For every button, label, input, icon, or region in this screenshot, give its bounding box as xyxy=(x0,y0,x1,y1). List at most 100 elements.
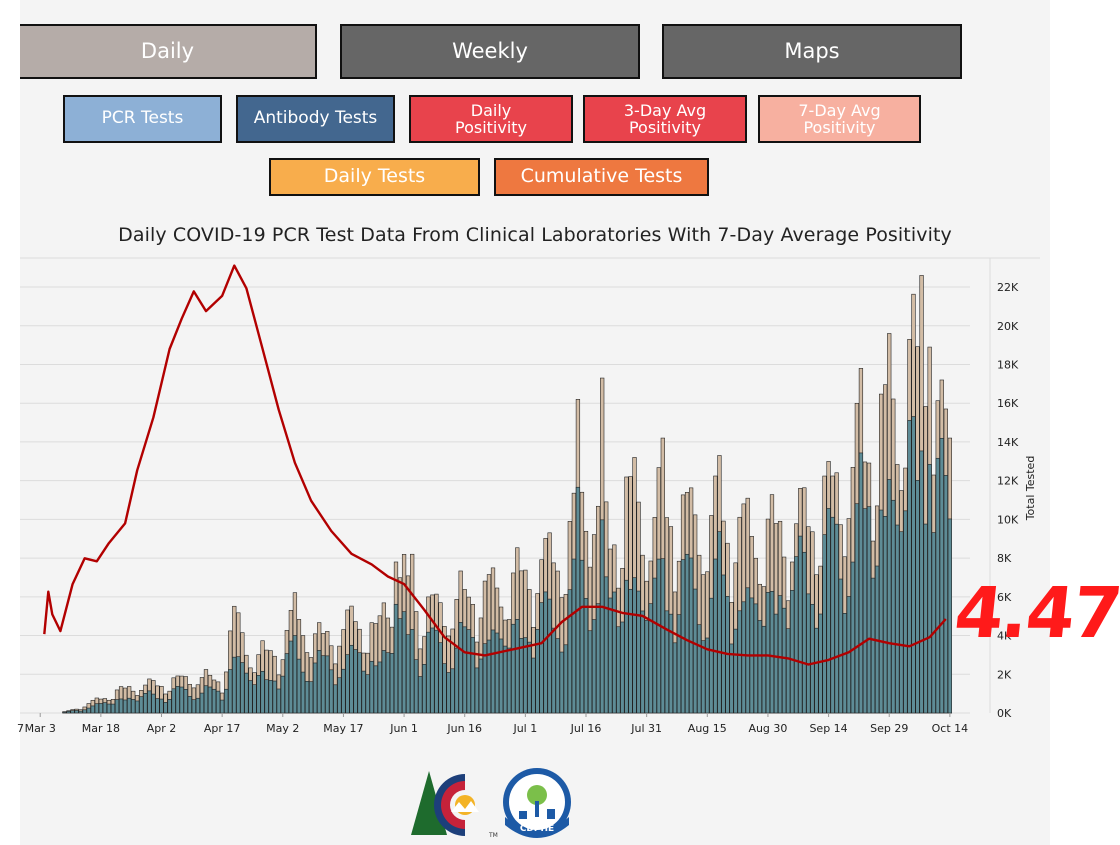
bar-negative xyxy=(745,587,750,714)
3-day-avg-positivity-button[interactable]: 3-Day Avg Positivity xyxy=(583,95,747,143)
bar-negative xyxy=(74,710,79,714)
bar-negative xyxy=(575,486,581,714)
bar-negative xyxy=(345,654,350,714)
bar-negative xyxy=(721,574,726,714)
bar-negative xyxy=(143,693,148,714)
bar-negative xyxy=(264,679,269,714)
bar-negative xyxy=(814,627,819,714)
bar-negative xyxy=(802,551,807,714)
bar-negative xyxy=(90,705,95,714)
7-day-avg-positivity-button[interactable]: 7-Day Avg Positivity xyxy=(758,95,921,143)
bar-negative xyxy=(806,593,811,714)
bar-negative xyxy=(943,475,948,714)
cdphe-logo-text: CDPHE xyxy=(520,824,554,834)
bar-negative xyxy=(511,623,516,714)
daily-tests-button[interactable]: Daily Tests xyxy=(269,158,480,196)
x-tick-label: Mar 18 xyxy=(82,722,120,735)
bar-negative xyxy=(891,499,896,714)
bar-negative xyxy=(563,644,568,714)
x-tick-label: Oct 14 xyxy=(932,722,969,735)
bar-negative xyxy=(70,710,75,714)
x-tick-label: Jul 31 xyxy=(630,722,662,735)
bar-negative xyxy=(179,686,184,714)
bar-negative xyxy=(482,643,488,714)
bar-negative xyxy=(503,645,508,714)
y-tick-label: 6K xyxy=(997,591,1012,604)
bar-negative xyxy=(438,642,443,714)
y-tick-label: 2K xyxy=(997,668,1012,681)
bar-negative xyxy=(887,479,892,714)
bar-negative xyxy=(187,696,192,714)
bar-negative xyxy=(397,618,403,714)
bar-negative xyxy=(406,634,411,714)
positivity-annotation: 4.47% xyxy=(950,572,1120,654)
bar-negative xyxy=(713,558,718,714)
bar-negative xyxy=(232,656,237,714)
y-tick-label: 8K xyxy=(997,552,1012,565)
y-tick-label: 22K xyxy=(997,281,1019,294)
bar-negative xyxy=(135,700,140,714)
daily-positivity-button[interactable]: Daily Positivity xyxy=(409,95,573,143)
antibody-tests-button[interactable]: Antibody Tests xyxy=(236,95,395,143)
bar-negative xyxy=(600,519,605,714)
bar-negative xyxy=(883,515,888,714)
bar-negative xyxy=(838,578,843,714)
tm-mark: TM xyxy=(488,832,498,839)
bar-negative xyxy=(470,637,475,714)
bar-negative xyxy=(341,668,346,714)
bar-negative xyxy=(86,707,91,714)
bar-negative xyxy=(151,693,156,714)
bar-negative xyxy=(147,690,152,714)
tab-weekly[interactable]: Weekly xyxy=(340,24,640,79)
bar-negative xyxy=(490,629,496,714)
bar-negative xyxy=(224,688,229,714)
bar-negative xyxy=(652,577,657,714)
bar-negative xyxy=(709,597,714,714)
x-tick-label: May 2 xyxy=(266,722,299,735)
bar-negative xyxy=(114,699,120,714)
x-tick-label: Jun 1 xyxy=(389,722,418,735)
bar-negative xyxy=(907,420,912,714)
bar-negative xyxy=(304,681,310,714)
bar-negative xyxy=(211,688,217,714)
y-tick-label: 10K xyxy=(997,513,1019,526)
bar-negative xyxy=(329,669,334,714)
pcr-tests-button[interactable]: PCR Tests xyxy=(63,95,222,143)
bar-negative xyxy=(947,518,952,714)
bar-negative xyxy=(199,692,205,714)
bar-negative xyxy=(879,509,884,714)
bar-negative xyxy=(672,642,678,714)
bar-negative xyxy=(846,596,851,714)
y-tick-label: 0K xyxy=(997,707,1012,720)
bar-negative xyxy=(486,639,492,714)
cumulative-tests-button[interactable]: Cumulative Tests xyxy=(494,158,709,196)
tab-maps[interactable]: Maps xyxy=(662,24,962,79)
bar-negative xyxy=(393,603,399,714)
bar-negative xyxy=(203,685,209,714)
y-tick-label: 20K xyxy=(997,320,1019,333)
bar-negative xyxy=(276,688,281,714)
bar-negative xyxy=(296,658,302,714)
bar-negative xyxy=(373,665,378,714)
bar-negative xyxy=(313,662,318,714)
bar-negative xyxy=(559,651,564,714)
tab-daily[interactable]: Daily xyxy=(20,24,317,79)
bar-negative xyxy=(612,591,617,714)
bar-negative xyxy=(701,640,706,714)
bar-negative xyxy=(640,610,645,714)
bar-negative xyxy=(660,558,665,714)
bar-negative xyxy=(494,632,500,714)
bar-negative xyxy=(895,524,900,714)
y-tick-label: 12K xyxy=(997,475,1019,488)
bar-negative xyxy=(466,629,471,714)
bar-negative xyxy=(131,699,136,714)
bar-negative xyxy=(854,503,860,714)
y-tick-label: 16K xyxy=(997,397,1019,410)
bar-negative xyxy=(676,614,682,714)
x-tick-label: May 17 xyxy=(323,722,363,735)
bar-negative xyxy=(777,595,783,714)
x-tick-label: Apr 2 xyxy=(147,722,177,735)
cdphe-logo-icon: CDPHE xyxy=(503,768,571,838)
bar-negative xyxy=(122,699,128,714)
bar-negative xyxy=(527,641,532,714)
